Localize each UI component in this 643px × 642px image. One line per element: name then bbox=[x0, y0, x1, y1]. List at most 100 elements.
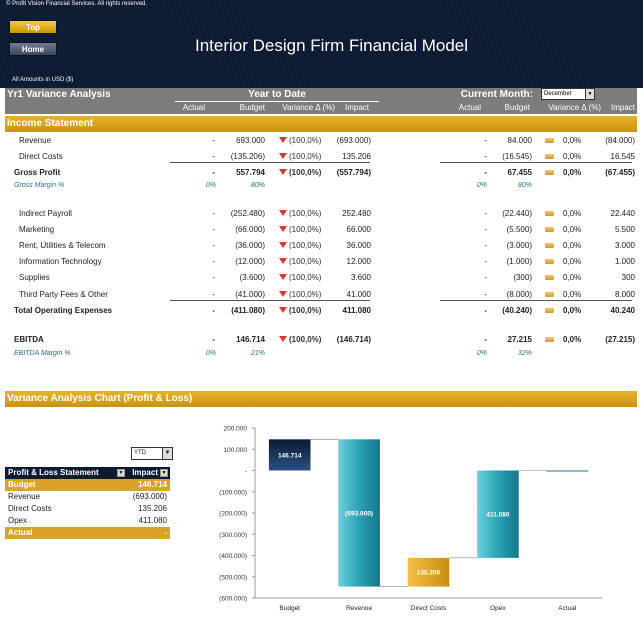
row-label: Total Operating Expenses bbox=[14, 306, 113, 315]
col-cm-variance: Variance Δ (%) bbox=[548, 103, 601, 112]
period-filter-value: YTD bbox=[134, 450, 146, 456]
subtotal-rule bbox=[170, 300, 370, 301]
subtotal-rule bbox=[440, 300, 632, 301]
ytd-variance: (100,0%) bbox=[289, 290, 322, 299]
row-label: EBITDA bbox=[14, 335, 44, 344]
col-ytd-impact: Impact bbox=[344, 103, 369, 112]
home-button[interactable]: Home bbox=[9, 42, 57, 56]
cm-budget: (1.000) bbox=[506, 257, 532, 266]
table-row: EBITDA - 146.714 (100,0%) (146.714) - 27.215 0,… bbox=[5, 333, 637, 347]
ytd-actual: - bbox=[212, 335, 215, 344]
cm-impact: 1.000 bbox=[614, 257, 635, 266]
ytd-budget: (135.206) bbox=[230, 152, 265, 161]
ytd-actual: - bbox=[212, 209, 215, 218]
arrow-down-icon bbox=[279, 226, 287, 232]
ytd-variance: (100,0%) bbox=[289, 335, 322, 344]
ytd-variance: (100,0%) bbox=[289, 306, 322, 315]
ytd-variance: (100,0%) bbox=[289, 209, 322, 218]
month-dropdown[interactable]: December ▼ bbox=[541, 88, 595, 100]
current-month-label: Current Month: bbox=[460, 89, 533, 100]
row-label: Marketing bbox=[19, 225, 55, 234]
data-label: 146.714 bbox=[278, 452, 302, 459]
waterfall-chart: 200.000 100.000 - (100.000) (200.000) (300.00… bbox=[219, 426, 602, 612]
cm-budget: (3.000) bbox=[506, 241, 532, 250]
pl-table-row: Revenue (693.000) bbox=[5, 491, 170, 503]
ytd-variance: (100,0%) bbox=[289, 257, 322, 266]
row-label: EBITDA Margin % bbox=[14, 350, 71, 357]
y-tick-label: 200.000 bbox=[224, 426, 248, 433]
ytd-actual: - bbox=[212, 168, 215, 177]
period-filter-dropdown[interactable]: YTD ▼ bbox=[131, 447, 173, 460]
chart-bar-direct-costs bbox=[407, 557, 450, 587]
y-tick-label: 100.000 bbox=[224, 447, 248, 454]
y-tick-label: (500.000) bbox=[219, 574, 247, 581]
ytd-impact: 411.080 bbox=[342, 306, 371, 315]
cm-variance: 0,0% bbox=[563, 168, 582, 177]
ytd-actual-margin: 0% bbox=[205, 350, 216, 357]
pl-impact-table: Profit & Loss Statement ▼ Impact ▼ Budge… bbox=[5, 467, 170, 539]
row-label: Supplies bbox=[19, 273, 50, 282]
arrow-down-icon bbox=[279, 137, 287, 143]
row-label: Direct Costs bbox=[19, 152, 63, 161]
arrow-down-icon bbox=[279, 336, 287, 342]
chart-bar-opex bbox=[477, 470, 519, 558]
col-ytd-variance: Variance Δ (%) bbox=[282, 103, 335, 112]
arrow-down-icon bbox=[279, 210, 287, 216]
row-label: Third Party Fees & Other bbox=[19, 290, 108, 299]
chevron-down-icon[interactable]: ▼ bbox=[585, 89, 594, 99]
ytd-actual: - bbox=[212, 152, 215, 161]
arrow-down-icon bbox=[279, 153, 287, 159]
chevron-down-icon[interactable]: ▼ bbox=[162, 448, 172, 459]
cm-impact: 40.240 bbox=[610, 306, 635, 315]
cm-variance: 0,0% bbox=[563, 136, 582, 145]
page-title: Interior Design Firm Financial Model bbox=[195, 36, 469, 55]
cm-variance: 0,0% bbox=[563, 273, 582, 282]
cm-budget: 67.455 bbox=[507, 168, 532, 177]
x-tick-label: Direct Costs bbox=[411, 605, 447, 612]
pl-table-row: Budget 146.714 bbox=[5, 479, 170, 491]
row-label: Gross Profit bbox=[14, 168, 61, 177]
pl-row-value: (693.000) bbox=[132, 492, 167, 501]
cm-variance: 0,0% bbox=[563, 306, 582, 315]
ytd-budget: (12.000) bbox=[235, 257, 265, 266]
arrow-down-icon bbox=[279, 274, 287, 280]
filter-dropdown-icon[interactable]: ▼ bbox=[117, 469, 125, 477]
pl-row-value: 146.714 bbox=[138, 480, 167, 489]
cm-impact: 8.000 bbox=[614, 290, 635, 299]
cm-impact: (67.455) bbox=[605, 168, 635, 177]
filter-dropdown-icon[interactable]: ▼ bbox=[160, 469, 168, 477]
arrow-down-icon bbox=[279, 258, 287, 264]
table-row: Revenue - 693.000 (100,0%) (693.000) - 84.000 0… bbox=[5, 134, 637, 148]
pl-table-body: Budget 146.714 Revenue (693.000) Direct Cost… bbox=[5, 479, 170, 539]
chart-bar-revenue bbox=[338, 439, 380, 587]
table-row: Supplies - (3.600) (100,0%) 3.600 - (300) 0,0% 3… bbox=[5, 271, 637, 285]
cm-budget: (40.240) bbox=[502, 306, 532, 315]
arrow-down-icon bbox=[279, 169, 287, 175]
y-tick-label: (400.000) bbox=[219, 553, 247, 560]
pl-row-name: Actual bbox=[8, 528, 33, 537]
cm-actual-margin: 0% bbox=[476, 350, 487, 357]
x-tick-label: Opex bbox=[490, 605, 506, 612]
cm-budget: 84.000 bbox=[507, 136, 532, 145]
pl-row-name: Direct Costs bbox=[8, 504, 52, 513]
flat-trend-icon bbox=[545, 337, 554, 342]
row-label: Indirect Payroll bbox=[19, 209, 72, 218]
top-button[interactable]: Top bbox=[9, 20, 57, 34]
flat-trend-icon bbox=[545, 275, 554, 280]
flat-trend-icon bbox=[545, 211, 554, 216]
row-label: Rent, Utilities & Telecom bbox=[19, 241, 106, 250]
arrow-down-icon bbox=[279, 242, 287, 248]
chart-bar-actual bbox=[546, 470, 589, 472]
ytd-impact: 36.000 bbox=[346, 241, 371, 250]
month-value: December bbox=[544, 91, 572, 97]
pl-row-value: 135.206 bbox=[138, 504, 167, 513]
ytd-actual: - bbox=[212, 290, 215, 299]
cm-actual: - bbox=[484, 168, 487, 177]
chart-section-bar: Variance Analysis Chart (Profit & Loss) bbox=[5, 391, 637, 407]
cm-budget: (300) bbox=[513, 273, 532, 282]
table-row: Marketing - (66.000) (100,0%) 66.000 - (5.500)… bbox=[5, 223, 637, 237]
ytd-variance: (100,0%) bbox=[289, 273, 322, 282]
cm-impact: 16.545 bbox=[610, 152, 635, 161]
ytd-impact: 66.000 bbox=[346, 225, 371, 234]
pl-table-row: Direct Costs 135.206 bbox=[5, 503, 170, 515]
